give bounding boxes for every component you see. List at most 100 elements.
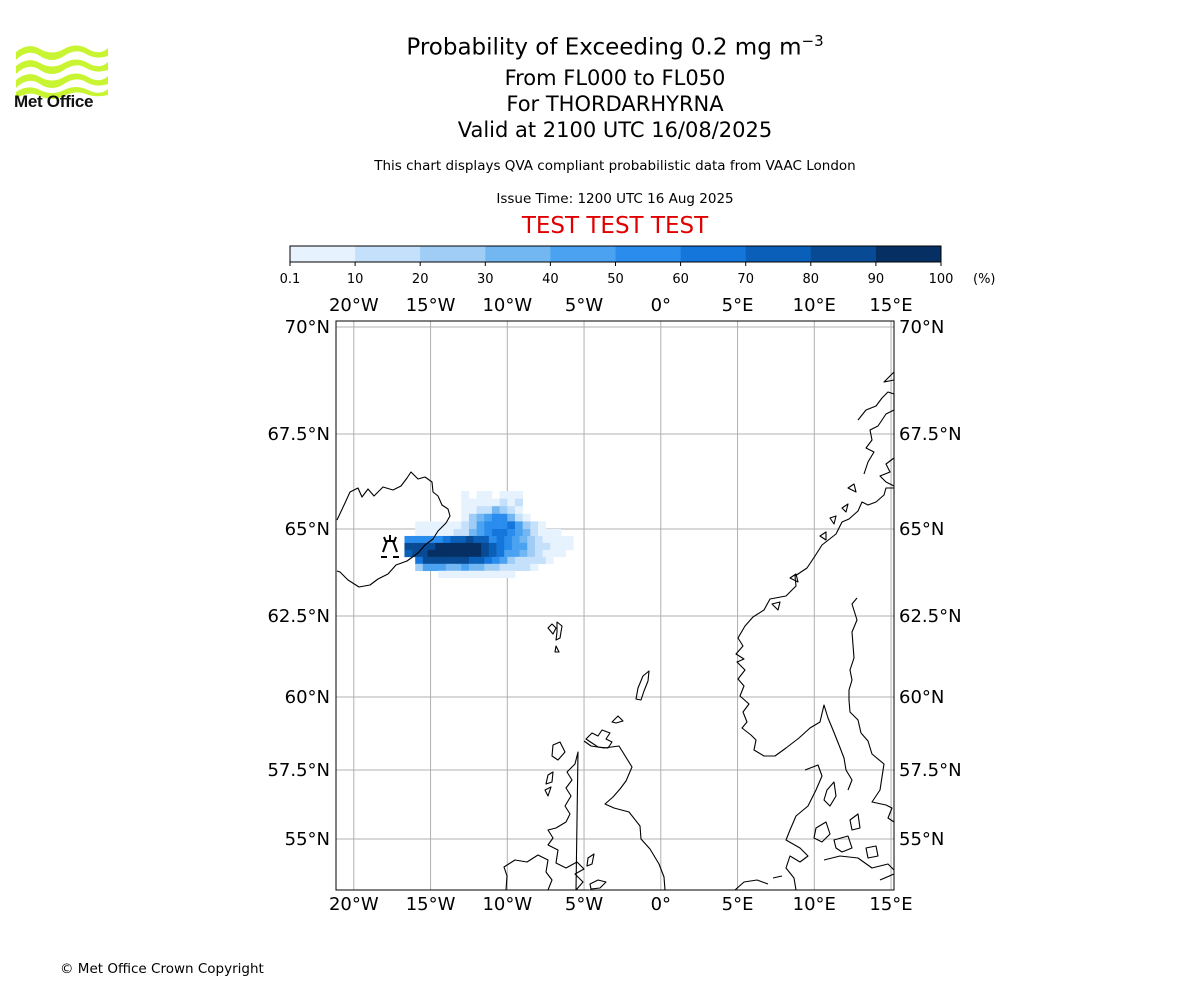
plume-cell [557,549,566,558]
plume-cell [445,563,454,572]
plume-cell [461,529,470,537]
issue-time: Issue Time: 1200 UTC 16 Aug 2025 [496,191,734,207]
flight-level-range: From FL000 to FL050 [504,65,726,90]
plume-cell [476,570,485,579]
plume-cell [504,542,513,551]
plume-cell [499,521,508,530]
plume-cell [461,491,470,499]
plume-cell [442,549,451,558]
plume-cell [419,535,428,544]
plume-cell [438,570,447,579]
plume-cell [484,529,493,537]
plume-cell [496,542,505,551]
plume-cell [438,521,447,530]
plume-cell [514,513,523,522]
copyright-notice: © Met Office Crown Copyright [60,961,264,977]
plume-cell [484,563,493,572]
plume-cell [514,506,523,515]
plume-cell [542,549,551,558]
plume-cell [527,549,536,558]
plume-cell [496,535,505,544]
plume-cell [534,542,543,551]
plume-cell [530,556,539,565]
plume-cell [461,563,470,572]
plume-cell [538,529,546,537]
plume-cell [422,529,431,537]
plume-cell [484,498,493,507]
plume-cell [507,556,516,565]
plume-cell [499,506,508,515]
plume-cell [496,549,505,558]
plume-cell [465,542,474,551]
plume-cell [427,549,436,558]
plume-cell [461,506,470,515]
plume-cell [412,542,421,551]
plume-cell [453,521,462,530]
plume-cell [522,563,531,572]
plume-cell [419,549,428,558]
longitude-label: 10°E [793,295,836,316]
plume-cell [491,521,500,530]
plume-cell [522,529,531,537]
plume-cell [507,563,516,572]
plume-cell [511,535,520,544]
great-britain-coastline [547,740,666,891]
latitude-label: 57.5°N [899,760,962,781]
longitude-label: 15°W [406,295,456,316]
latitude-label: 62.5°N [899,606,962,627]
plume-cell [499,513,508,522]
plume-cell [499,570,508,579]
plume-cell [450,535,459,544]
met-office-logo-text: Met Office [14,92,94,111]
plume-cell [458,549,467,558]
plume-cell [422,563,431,572]
plume-cell [484,570,493,579]
plume-cell [468,529,477,537]
plume-cell [514,498,523,507]
plume-cell [499,529,508,537]
plume-cell [453,570,462,579]
plume-cell [476,563,485,572]
plume-cell [499,491,508,499]
plume-cell [476,498,485,507]
plume-cell [484,521,493,530]
plume-cell [484,491,493,499]
plume-cell [484,506,493,515]
plume-cell [473,542,482,551]
plume-cell [427,542,436,551]
plume-cell [491,529,500,537]
plume-cell [553,529,562,537]
plume-cell [461,556,470,565]
plume-cell [491,513,500,522]
plume-cell [491,506,500,515]
latitude-label: 55°N [899,829,944,850]
longitude-label: 15°E [869,295,912,316]
plume-cell [476,521,485,530]
plume-cell [458,535,467,544]
plume-cell [504,549,513,558]
longitude-label: 10°E [793,894,836,915]
valid-time: Valid at 2100 UTC 16/08/2025 [457,117,773,142]
plume-cell [530,563,539,572]
plume-cell [435,542,444,551]
plume-cell [468,570,477,579]
plume-cell [412,535,421,544]
plume-cell [461,513,470,522]
plume-cell [491,570,500,579]
plume-cell [511,542,520,551]
plume-cell [404,535,413,544]
iceland-coastline [336,471,451,588]
plume-cell [422,521,431,530]
plume-cell [468,563,477,572]
plume-cell [422,556,431,565]
plume-cell [438,556,447,565]
plume-cell [484,513,493,522]
plume-cell [476,506,485,515]
plume-cell [491,556,500,565]
plume-cell [545,556,554,565]
longitude-label: 10°W [482,295,532,316]
plume-cell [530,521,539,530]
faroe-islands [547,621,563,653]
latitude-label: 60°N [285,687,330,708]
plume-cell [435,549,444,558]
